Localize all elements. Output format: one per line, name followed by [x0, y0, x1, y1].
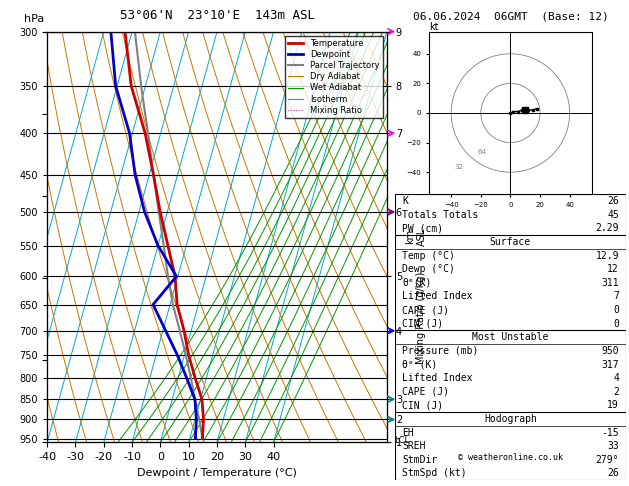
Text: θᵉ (K): θᵉ (K) [402, 360, 437, 369]
Text: 12: 12 [607, 264, 619, 274]
Text: 0: 0 [613, 319, 619, 329]
Text: 4: 4 [613, 373, 619, 383]
Text: CAPE (J): CAPE (J) [402, 387, 449, 397]
Text: 12.9: 12.9 [596, 251, 619, 260]
Text: LCL: LCL [394, 436, 409, 445]
Text: 7: 7 [613, 292, 619, 301]
Text: 26: 26 [607, 469, 619, 478]
Text: Dewp (°C): Dewp (°C) [402, 264, 455, 274]
Text: PW (cm): PW (cm) [402, 224, 443, 233]
Text: 32: 32 [454, 164, 463, 170]
Text: θᵉ(K): θᵉ(K) [402, 278, 431, 288]
Text: K: K [402, 196, 408, 206]
Text: Lifted Index: Lifted Index [402, 292, 472, 301]
Text: 33: 33 [607, 441, 619, 451]
Text: hPa: hPa [24, 14, 44, 24]
Text: 2.29: 2.29 [596, 224, 619, 233]
Text: 279°: 279° [596, 455, 619, 465]
Text: StmSpd (kt): StmSpd (kt) [402, 469, 467, 478]
Text: CAPE (J): CAPE (J) [402, 305, 449, 315]
Text: 06.06.2024  06GMT  (Base: 12): 06.06.2024 06GMT (Base: 12) [413, 12, 608, 22]
Text: 2: 2 [613, 387, 619, 397]
X-axis label: Dewpoint / Temperature (°C): Dewpoint / Temperature (°C) [137, 468, 297, 478]
Text: 26: 26 [607, 196, 619, 206]
Text: 64: 64 [478, 149, 487, 156]
Text: Hodograph: Hodograph [484, 414, 537, 424]
Text: Lifted Index: Lifted Index [402, 373, 472, 383]
Text: Mixing Ratio (g/kg): Mixing Ratio (g/kg) [416, 272, 426, 364]
Text: -15: -15 [601, 428, 619, 437]
Text: Totals Totals: Totals Totals [402, 210, 478, 220]
Text: Temp (°C): Temp (°C) [402, 251, 455, 260]
Text: EH: EH [402, 428, 414, 437]
Text: © weatheronline.co.uk: © weatheronline.co.uk [458, 452, 563, 462]
Text: 53°06'N  23°10'E  143m ASL: 53°06'N 23°10'E 143m ASL [120, 9, 314, 22]
Text: Most Unstable: Most Unstable [472, 332, 548, 342]
Text: Surface: Surface [490, 237, 531, 247]
Text: CIN (J): CIN (J) [402, 319, 443, 329]
Text: kt: kt [429, 21, 438, 32]
Text: 0: 0 [613, 305, 619, 315]
Text: SREH: SREH [402, 441, 425, 451]
Text: 317: 317 [601, 360, 619, 369]
Text: Pressure (mb): Pressure (mb) [402, 346, 478, 356]
Y-axis label: km
ASL: km ASL [405, 228, 426, 246]
Text: 19: 19 [607, 400, 619, 410]
Text: 311: 311 [601, 278, 619, 288]
Legend: Temperature, Dewpoint, Parcel Trajectory, Dry Adiabat, Wet Adiabat, Isotherm, Mi: Temperature, Dewpoint, Parcel Trajectory… [285, 36, 382, 118]
Text: StmDir: StmDir [402, 455, 437, 465]
Text: CIN (J): CIN (J) [402, 400, 443, 410]
Text: 950: 950 [601, 346, 619, 356]
Text: 45: 45 [607, 210, 619, 220]
